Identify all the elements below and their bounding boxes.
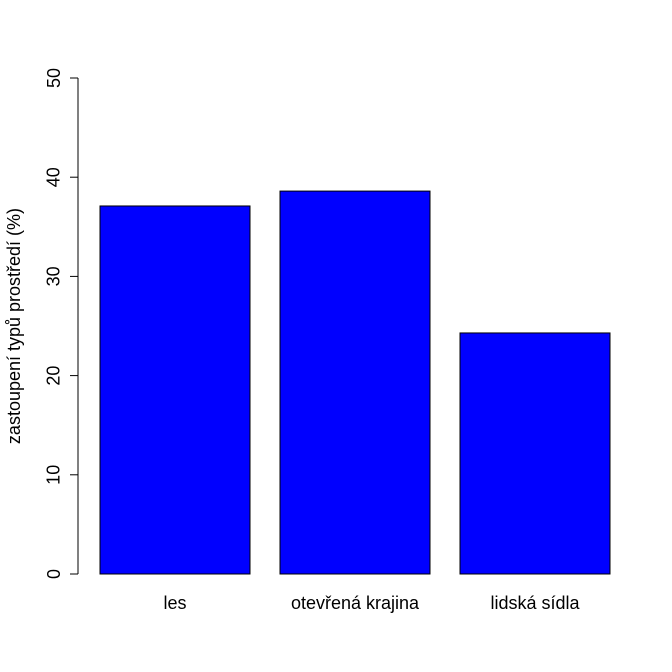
bars-group bbox=[99, 190, 611, 575]
x-category-labels: les otevřená krajina lidská sídla bbox=[163, 593, 580, 613]
x-category-label: otevřená krajina bbox=[291, 593, 420, 613]
y-axis: 0 10 20 30 40 50 bbox=[44, 68, 79, 579]
bar-otevřená-krajina bbox=[279, 190, 431, 575]
bar-les bbox=[99, 205, 251, 575]
bar-lidská-sídla bbox=[459, 332, 611, 575]
y-axis-title: zastoupení typů prostředí (%) bbox=[4, 208, 24, 444]
y-tick-label: 50 bbox=[44, 68, 64, 88]
y-tick-label: 20 bbox=[44, 366, 64, 386]
y-tick-label: 10 bbox=[44, 465, 64, 485]
y-tick-label: 0 bbox=[44, 569, 64, 579]
y-tick-label: 30 bbox=[44, 266, 64, 286]
x-category-label: lidská sídla bbox=[490, 593, 580, 613]
x-category-label: les bbox=[163, 593, 186, 613]
y-tick-label: 40 bbox=[44, 167, 64, 187]
